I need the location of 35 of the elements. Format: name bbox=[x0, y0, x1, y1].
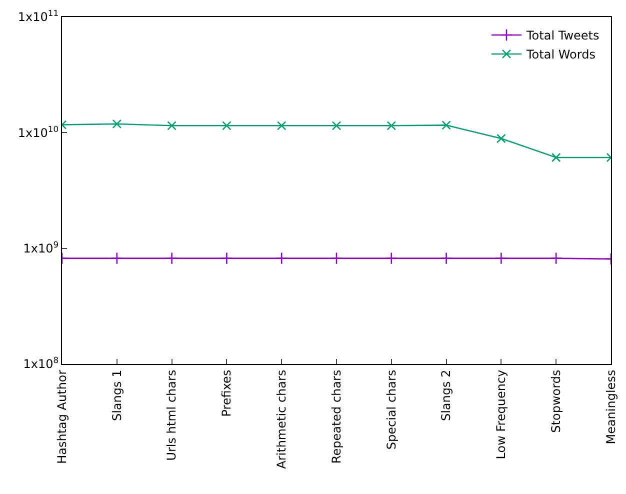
point bbox=[166, 252, 178, 265]
y-tick-label: 1x10$^{8}$ bbox=[23, 355, 59, 372]
x-tick-label: Slangs 2 bbox=[439, 370, 454, 422]
point bbox=[442, 120, 451, 130]
y-tick-label: 1x10$^{11}$ bbox=[18, 8, 59, 24]
point bbox=[551, 152, 561, 162]
point bbox=[167, 121, 176, 130]
point bbox=[550, 252, 562, 265]
x-tick-label: Repeated chars bbox=[329, 370, 344, 464]
point bbox=[494, 252, 508, 265]
x-tick-label: Prefixes bbox=[220, 370, 234, 417]
x-tick-label: Stopwords bbox=[549, 370, 563, 433]
point bbox=[110, 252, 124, 265]
point bbox=[440, 252, 453, 265]
y-tick-label: 1x10$^{9}$ bbox=[23, 239, 59, 256]
y-tick-label: 1x10$^{10}$ bbox=[18, 124, 59, 140]
point bbox=[112, 119, 122, 129]
point bbox=[276, 121, 286, 130]
point bbox=[496, 134, 506, 144]
legend-label: Total Tweets bbox=[526, 28, 600, 43]
point bbox=[386, 121, 396, 130]
point bbox=[385, 252, 398, 265]
x-tick-label: Arithmetic chars bbox=[274, 370, 288, 469]
x-tick-label: Slangs 1 bbox=[110, 370, 124, 422]
x-tick-label: Meaningless bbox=[604, 370, 618, 444]
point bbox=[332, 121, 342, 130]
point bbox=[275, 252, 288, 265]
x-tick-label: Low Frequency bbox=[494, 370, 508, 460]
point bbox=[220, 252, 233, 265]
point bbox=[222, 121, 232, 130]
x-tick-label: Urls html chars bbox=[164, 370, 179, 461]
point bbox=[330, 252, 343, 265]
x-tick-label: Special chars bbox=[384, 370, 398, 450]
legend-label: Total Words bbox=[526, 48, 596, 62]
x-tick-label: Hashtag Author bbox=[54, 370, 69, 464]
